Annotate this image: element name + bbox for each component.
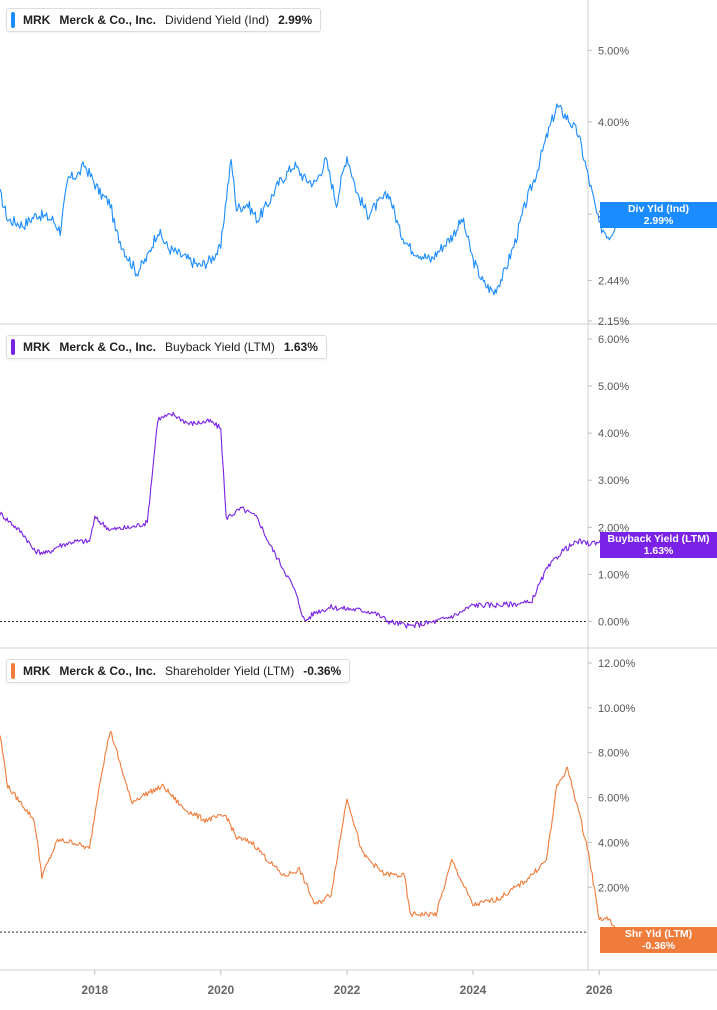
y-tick-label: 6.00% — [598, 793, 629, 805]
panel-2: 6.00% 5.00% 4.00% 3.00% 2.00% 1.00% 0.00% — [0, 334, 629, 629]
panel-3: 12.00% 10.00% 8.00% 6.00% 4.00% 2.00% — [0, 658, 636, 941]
legend-company: Merck & Co., Inc. — [59, 340, 157, 354]
tag-label: Div Yld (Ind) — [627, 203, 690, 216]
y-tick-label: 12.00% — [598, 658, 636, 670]
y-tick-label: 3.00% — [598, 475, 629, 487]
panel-1: 5.00%4.00%3.00%2.44%2.15% — [0, 45, 629, 328]
y-tick-label: 2.44% — [598, 275, 629, 287]
series-line — [0, 731, 621, 941]
legend-swatch-dividend — [11, 12, 15, 28]
legend-company: Merck & Co., Inc. — [59, 13, 157, 27]
y-tick-label: 10.00% — [598, 703, 636, 715]
legend-dividend-yield[interactable]: MRK Merck & Co., Inc. Dividend Yield (In… — [6, 8, 322, 32]
y-tick-label: 6.00% — [598, 334, 629, 346]
tag-value: 2.99% — [643, 215, 674, 228]
legend-company: Merck & Co., Inc. — [59, 664, 157, 678]
legend-last-value: 2.99% — [278, 13, 313, 27]
legend-ticker: MRK — [23, 340, 51, 354]
series-line — [0, 411, 621, 629]
last-value-tag-shareholder: Shr Yld (LTM) -0.36% — [600, 927, 717, 954]
y-tick-label: 5.00% — [598, 45, 629, 57]
legend-metric: Dividend Yield (Ind) — [165, 13, 270, 27]
y-tick-label: 4.00% — [598, 117, 629, 129]
legend-metric: Shareholder Yield (LTM) — [165, 664, 295, 678]
series-line — [0, 103, 621, 296]
legend-metric: Buyback Yield (LTM) — [165, 340, 275, 354]
x-tick-label: 2020 — [207, 983, 234, 997]
y-tick-label: 4.00% — [598, 428, 629, 440]
legend-swatch-shareholder — [11, 663, 15, 679]
y-tick-label: 1.00% — [598, 569, 629, 581]
legend-ticker: MRK — [23, 13, 51, 27]
legend-shareholder-yield[interactable]: MRK Merck & Co., Inc. Shareholder Yield … — [6, 659, 351, 683]
x-tick-label: 2026 — [586, 983, 613, 997]
y-tick-label: 2.00% — [598, 522, 629, 534]
tag-label: Buyback Yield (LTM) — [607, 532, 710, 545]
x-tick-label: 2024 — [460, 983, 487, 997]
x-tick-label: 2018 — [81, 983, 108, 997]
legend-buyback-yield[interactable]: MRK Merck & Co., Inc. Buyback Yield (LTM… — [6, 335, 327, 359]
tag-value: -0.36% — [641, 940, 676, 953]
legend-ticker: MRK — [23, 664, 51, 678]
y-tick-label: 5.00% — [598, 381, 629, 393]
y-tick-label: 2.15% — [598, 316, 629, 328]
tag-label: Shr Yld (LTM) — [624, 928, 693, 941]
last-value-tag-dividend: Div Yld (Ind) 2.99% — [600, 202, 717, 229]
last-value-tag-buyback: Buyback Yield (LTM) 1.63% — [600, 531, 717, 558]
legend-swatch-buyback — [11, 339, 15, 355]
x-tick-label: 2022 — [334, 983, 361, 997]
legend-last-value: 1.63% — [283, 340, 318, 354]
y-tick-label: 8.00% — [598, 748, 629, 760]
legend-last-value: -0.36% — [303, 664, 342, 678]
y-tick-label: 0.00% — [598, 616, 629, 628]
y-tick-label: 2.00% — [598, 882, 629, 894]
y-tick-label: 4.00% — [598, 837, 629, 849]
tag-value: 1.63% — [643, 544, 674, 557]
